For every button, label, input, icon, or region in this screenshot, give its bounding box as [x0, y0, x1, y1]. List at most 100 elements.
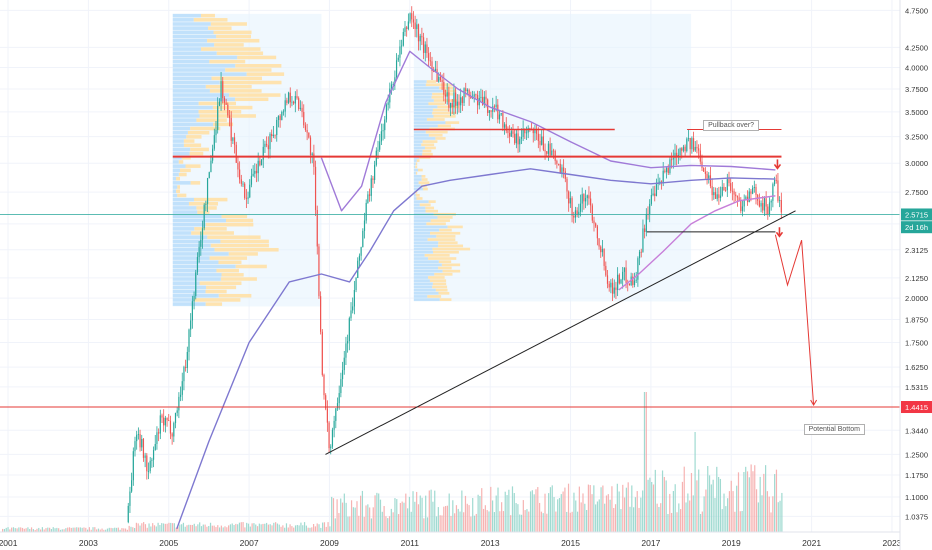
profile-0-row-69-sell — [205, 302, 223, 306]
candle-body-227 — [510, 131, 512, 137]
candle-body-26 — [171, 433, 173, 437]
profile-0-row-4-buy — [172, 30, 214, 35]
candle-body-304 — [640, 251, 642, 253]
volume-bar-305 — [553, 497, 555, 532]
volume-bar-382 — [692, 495, 694, 532]
profile-0-row-29-sell — [186, 135, 202, 139]
volume-bar-7 — [14, 528, 16, 532]
volume-bar-404 — [732, 491, 734, 532]
volume-bar-315 — [571, 511, 573, 532]
profile-0-row-29-buy — [172, 135, 187, 139]
volume-bar-349 — [633, 507, 635, 532]
volume-bar-131 — [238, 522, 241, 532]
candle-body-7 — [139, 434, 141, 448]
profile-0-row-6-buy — [172, 38, 208, 43]
volume-bar-405 — [734, 511, 736, 532]
profile-1-row-40-buy — [413, 206, 426, 210]
candle-body-330 — [684, 146, 686, 152]
profile-0-row-0-buy — [172, 13, 201, 18]
price-marker-label-2: 1.4415 — [905, 403, 928, 412]
volume-bar-99 — [181, 524, 183, 532]
volume-bar-329 — [596, 501, 599, 532]
candle-body-106 — [306, 129, 308, 133]
moving-average-0 — [176, 168, 776, 529]
volume-bar-11 — [21, 527, 24, 532]
profile-1-row-60-buy — [413, 269, 443, 273]
candle-body-350 — [718, 194, 720, 198]
volume-bar-48 — [88, 527, 91, 532]
profile-1-row-29-buy — [413, 171, 416, 175]
candle-body-150 — [380, 131, 382, 142]
profile-1-row-17-buy — [413, 133, 429, 137]
candle-body-368 — [748, 191, 750, 203]
volume-bar-205 — [372, 507, 374, 532]
volume-bar-396 — [717, 476, 720, 532]
candle-body-54 — [218, 101, 220, 106]
candle-body-219 — [497, 104, 499, 120]
volume-bar-195 — [354, 507, 356, 532]
candle-body-24 — [168, 420, 170, 421]
volume-bar-33 — [61, 529, 63, 532]
annotation-0[interactable]: Pullback over? — [703, 119, 760, 131]
candle-body-100 — [296, 96, 298, 99]
volume-bar-308 — [558, 498, 561, 532]
volume-bar-257 — [466, 503, 468, 532]
profile-0-row-16-sell — [219, 80, 282, 85]
candle-body-78 — [259, 160, 261, 166]
volume-bar-31 — [58, 528, 60, 532]
candle-body-125 — [338, 393, 340, 404]
volume-bar-373 — [676, 512, 678, 532]
candle-body-289 — [615, 287, 617, 290]
profile-1-row-14-buy — [413, 124, 438, 128]
volume-bar-280 — [508, 489, 510, 532]
profile-1-row-27-sell — [415, 165, 418, 169]
profile-1-row-52-buy — [413, 244, 439, 248]
profile-0-row-31-buy — [172, 143, 184, 148]
profile-0-row-46-sell — [196, 206, 217, 210]
volume-bar-38 — [70, 527, 72, 532]
candle-body-99 — [294, 96, 296, 104]
candle-body-340 — [701, 161, 703, 169]
volume-bar-156 — [284, 527, 286, 532]
profile-0-row-36-sell — [185, 164, 201, 168]
highlight-regions — [172, 13, 692, 307]
profile-0-row-32-buy — [172, 147, 191, 152]
candle-body-82 — [266, 143, 268, 146]
volume-bar-184 — [334, 518, 336, 532]
candle-body-294 — [623, 267, 625, 272]
annotation-1[interactable]: Potential Bottom — [803, 423, 865, 435]
candle-body-21 — [163, 417, 165, 426]
candle-body-25 — [169, 420, 172, 434]
profile-0-row-56-sell — [214, 247, 279, 252]
volume-bar-118 — [215, 527, 217, 532]
profile-1-row-39-sell — [419, 203, 431, 207]
volume-bar-204 — [370, 518, 373, 532]
candle-body-233 — [520, 136, 523, 139]
profile-0-row-40-sell — [190, 181, 201, 185]
profile-0-row-68-sell — [193, 298, 241, 302]
volume-bar-80 — [146, 527, 148, 532]
volume-bar-91 — [166, 523, 168, 532]
profile-0-row-12-sell — [235, 64, 282, 68]
volume-bar-191 — [347, 516, 349, 532]
candle-body-173 — [419, 35, 421, 42]
candle-body-312 — [654, 193, 656, 196]
y-tick-label-14: 1.6250 — [905, 363, 928, 372]
profile-1-row-3-buy — [413, 89, 443, 93]
volume-bar-13 — [25, 528, 27, 532]
volume-bar-365 — [661, 470, 664, 532]
volume-bar-42 — [77, 527, 80, 532]
volume-bar-371 — [672, 491, 674, 532]
profile-0-row-1-sell — [193, 18, 228, 22]
volume-bar-430 — [779, 500, 781, 532]
candle-body-132 — [350, 310, 352, 319]
candle-body-325 — [676, 152, 678, 157]
profile-0-row-27-sell — [190, 126, 221, 131]
candle-body-22 — [164, 417, 166, 426]
projection-arrowhead — [810, 399, 818, 407]
candle-body-135 — [355, 278, 357, 291]
volume-bar-270 — [490, 486, 492, 532]
candle-body-129 — [345, 343, 347, 358]
profile-1-row-36-buy — [413, 193, 416, 197]
